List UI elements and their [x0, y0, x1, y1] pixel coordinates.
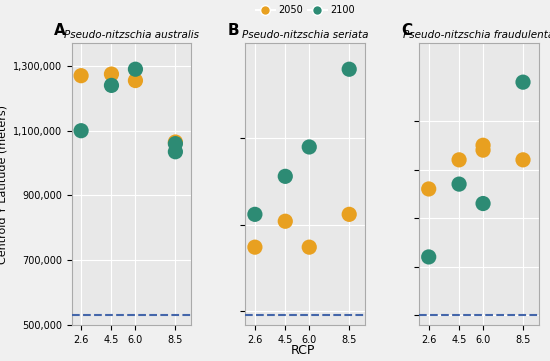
Point [131, 66, 140, 72]
Text: RCP: RCP [290, 344, 315, 357]
Point [305, 244, 314, 250]
Point [281, 173, 290, 179]
Point [76, 128, 85, 134]
Point [131, 78, 140, 83]
Text: B: B [227, 23, 239, 38]
Point [519, 157, 527, 163]
Point [478, 142, 487, 148]
Title: Pseudo-nitzschia australis: Pseudo-nitzschia australis [64, 30, 199, 40]
Text: A: A [53, 23, 65, 38]
Point [250, 212, 259, 217]
Title: Pseudo-nitzschia seriata: Pseudo-nitzschia seriata [242, 30, 368, 40]
Point [478, 201, 487, 206]
Point [250, 244, 259, 250]
Legend: 2050, 2100: 2050, 2100 [252, 0, 359, 19]
Point [171, 139, 180, 145]
Point [478, 147, 487, 153]
Point [107, 71, 116, 77]
Point [519, 79, 527, 85]
Point [424, 254, 433, 260]
Point [424, 186, 433, 192]
Point [171, 149, 180, 155]
Point [345, 66, 354, 72]
Point [76, 73, 85, 79]
Point [281, 218, 290, 224]
Point [455, 157, 464, 163]
Title: Pseudo-nitzschia fraudulenta: Pseudo-nitzschia fraudulenta [404, 30, 550, 40]
Point [345, 212, 354, 217]
Point [305, 144, 314, 150]
Point [171, 141, 180, 147]
Y-axis label: Centroid Y Latitude (meters): Centroid Y Latitude (meters) [0, 105, 7, 264]
Text: C: C [401, 23, 412, 38]
Point [107, 83, 116, 88]
Point [455, 181, 464, 187]
